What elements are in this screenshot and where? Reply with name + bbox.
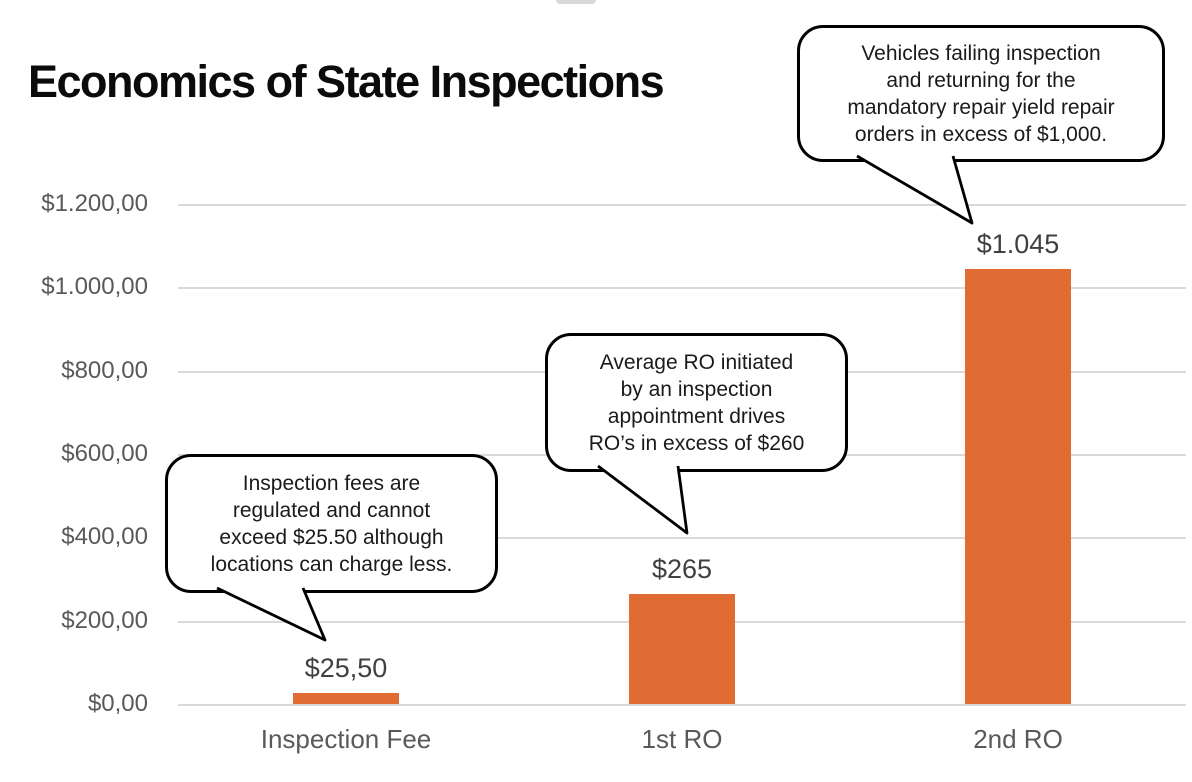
bar-inspection-fee <box>293 693 399 704</box>
callout-1st-ro: Average RO initiated by an inspection ap… <box>545 333 848 472</box>
data-label-2nd-ro: $1.045 <box>976 229 1060 259</box>
callout-tail-inspection-fee <box>216 586 327 642</box>
callout-2nd-ro-text: Vehicles failing inspection and returnin… <box>847 41 1115 146</box>
chart-title: Economics of State Inspections <box>28 56 665 107</box>
gridline <box>178 287 1186 289</box>
gridline-baseline <box>178 704 1186 706</box>
x-axis-category-inspection-fee: Inspection Fee <box>260 724 432 754</box>
data-label-1st-ro: $265 <box>651 554 713 584</box>
callout-inspection-fee-text: Inspection fees are regulated and cannot… <box>210 471 453 576</box>
callout-tail-1st-ro <box>597 464 689 535</box>
x-axis-category-2nd-ro: 2nd RO <box>973 724 1063 754</box>
y-axis-tick-label: $400,00 <box>61 523 148 550</box>
x-axis-category-1st-ro: 1st RO <box>641 724 723 754</box>
callout-2nd-ro: Vehicles failing inspection and returnin… <box>797 25 1165 162</box>
callout-tail-2nd-ro <box>856 154 974 225</box>
callout-1st-ro-text: Average RO initiated by an inspection ap… <box>588 350 805 455</box>
y-axis-tick-label: $200,00 <box>61 607 148 634</box>
y-axis-tick-label: $1.200,00 <box>41 190 148 217</box>
cropped-shape-fragment <box>556 0 596 4</box>
data-label-inspection-fee: $25,50 <box>304 653 388 683</box>
gridline <box>178 537 1186 539</box>
y-axis-tick-label: $0,00 <box>87 690 148 717</box>
y-axis-tick-label: $600,00 <box>61 440 148 467</box>
bar-1st-ro <box>629 594 735 704</box>
y-axis-tick-label: $800,00 <box>61 357 148 384</box>
callout-inspection-fee: Inspection fees are regulated and cannot… <box>165 454 498 593</box>
gridline <box>178 204 1186 206</box>
y-axis-tick-label: $1.000,00 <box>41 273 148 300</box>
bar-2nd-ro <box>965 269 1071 704</box>
